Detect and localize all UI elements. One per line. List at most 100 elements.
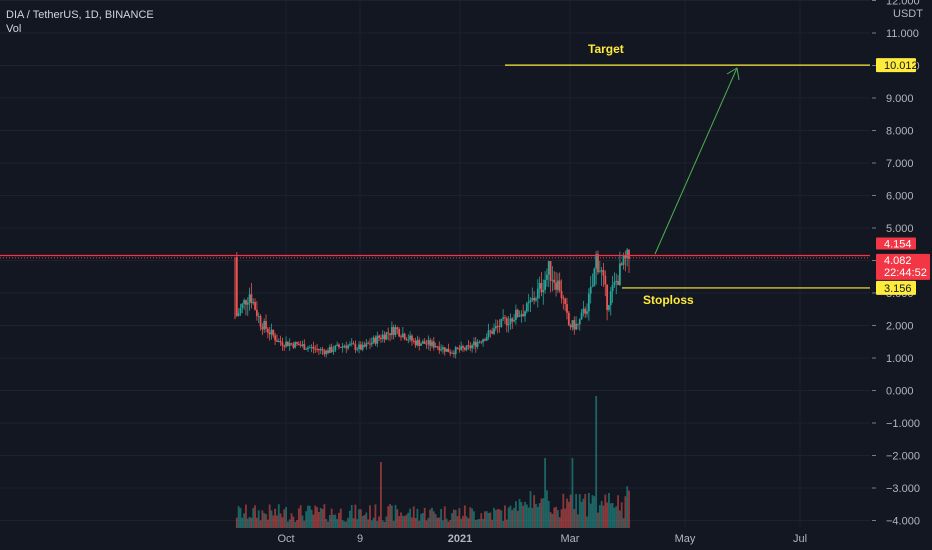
- volume-bar: [604, 494, 607, 528]
- price-tick-label: 12.000: [886, 0, 920, 8]
- price-tick-label: −2.000: [886, 451, 920, 463]
- candle-body: [445, 348, 448, 352]
- candle-body: [389, 333, 391, 336]
- volume-bar: [498, 509, 501, 528]
- candle-body: [365, 343, 368, 347]
- volume-bar: [609, 503, 612, 528]
- candle-body: [458, 348, 461, 350]
- candle-body: [531, 297, 534, 301]
- candle-body: [571, 320, 574, 328]
- candle-body: [494, 326, 497, 329]
- volume-bar: [239, 507, 242, 528]
- candle-body: [345, 345, 348, 349]
- volume-bar: [440, 508, 443, 528]
- volume-bar: [587, 493, 590, 528]
- candle-body: [394, 327, 397, 335]
- candle-body: [487, 330, 490, 337]
- price-tick-label: −1.000: [886, 418, 920, 430]
- volume-bar: [276, 515, 278, 528]
- volume-bar: [547, 500, 550, 528]
- price-tick-label: 2.000: [886, 321, 914, 333]
- volume-bar: [445, 518, 448, 528]
- candle-body: [493, 328, 495, 334]
- volume-bar: [575, 494, 578, 528]
- candle-body: [551, 279, 554, 281]
- volume-bar: [299, 505, 302, 528]
- volume-bar: [507, 507, 510, 528]
- candle-body: [281, 342, 284, 346]
- candle-body: [347, 345, 349, 349]
- volume-bar: [292, 516, 295, 528]
- candle-body: [297, 343, 300, 346]
- volume-bars: [235, 396, 630, 528]
- volume-bar: [577, 514, 579, 528]
- volume-bar: [449, 519, 452, 528]
- candle-body: [383, 334, 386, 340]
- candle-body: [591, 286, 594, 288]
- candle-body: [562, 298, 565, 299]
- candle-body: [403, 333, 406, 340]
- candle-body: [361, 344, 364, 350]
- volume-bar: [524, 501, 526, 528]
- volume-bar: [434, 513, 437, 528]
- candle-body: [467, 345, 470, 347]
- volume-bar: [562, 493, 565, 528]
- volume-bar: [618, 510, 621, 528]
- volume-bar: [447, 521, 450, 528]
- volume-bar: [266, 519, 269, 528]
- candle-body: [476, 342, 479, 347]
- candle-body: [296, 342, 298, 344]
- volume-bar: [347, 517, 349, 528]
- candle-body: [509, 318, 512, 324]
- candle-body: [615, 280, 618, 283]
- volume-bar: [319, 507, 322, 528]
- candle-body: [595, 254, 598, 269]
- volume-bar: [274, 508, 277, 528]
- volume-bar: [241, 517, 244, 528]
- volume-bar: [403, 516, 406, 528]
- candle-body: [447, 348, 450, 353]
- volume-bar: [316, 507, 318, 528]
- volume-bar: [277, 504, 280, 528]
- grid-lines: [0, 0, 870, 528]
- symbol-title: DIA / TetherUS, 1D, BINANCE: [6, 9, 154, 21]
- volume-bar: [551, 513, 554, 528]
- volume-bar: [252, 508, 255, 528]
- candle-body: [409, 335, 412, 340]
- candle-body: [473, 341, 475, 346]
- volume-bar: [622, 518, 625, 528]
- candle-body: [338, 344, 340, 348]
- candle-body: [620, 263, 623, 265]
- candle-body: [556, 280, 559, 290]
- candle-body: [546, 274, 548, 280]
- volume-bar: [308, 505, 311, 528]
- candle-body: [396, 327, 399, 330]
- volume-bar: [338, 512, 340, 528]
- volume-bar: [438, 517, 441, 528]
- candle-body: [573, 320, 576, 330]
- volume-bar: [332, 514, 335, 528]
- volume-bar: [500, 510, 503, 528]
- volume-bar: [327, 521, 329, 528]
- time-tick-label: Oct: [277, 533, 294, 545]
- candle-body: [257, 316, 260, 317]
- candle-body: [420, 343, 422, 346]
- time-axis[interactable]: Oct 9 2021 Mar May Jul: [277, 533, 807, 545]
- volume-bar: [389, 504, 391, 528]
- candle-body: [239, 307, 242, 314]
- volume-bar: [321, 509, 324, 528]
- candle-body: [330, 346, 333, 352]
- volume-bar: [578, 494, 581, 528]
- candle-body: [602, 270, 605, 276]
- volume-bar: [465, 516, 468, 528]
- target-arrow[interactable]: [654, 67, 738, 255]
- candle-body: [380, 337, 382, 339]
- volume-bar: [265, 514, 267, 528]
- volume-bar: [285, 507, 287, 528]
- price-tick-label: 8.000: [886, 126, 914, 138]
- resistance-tag-bg: [876, 237, 916, 250]
- candle-body: [431, 341, 433, 346]
- candle-body: [566, 304, 568, 313]
- candle-body: [367, 343, 370, 345]
